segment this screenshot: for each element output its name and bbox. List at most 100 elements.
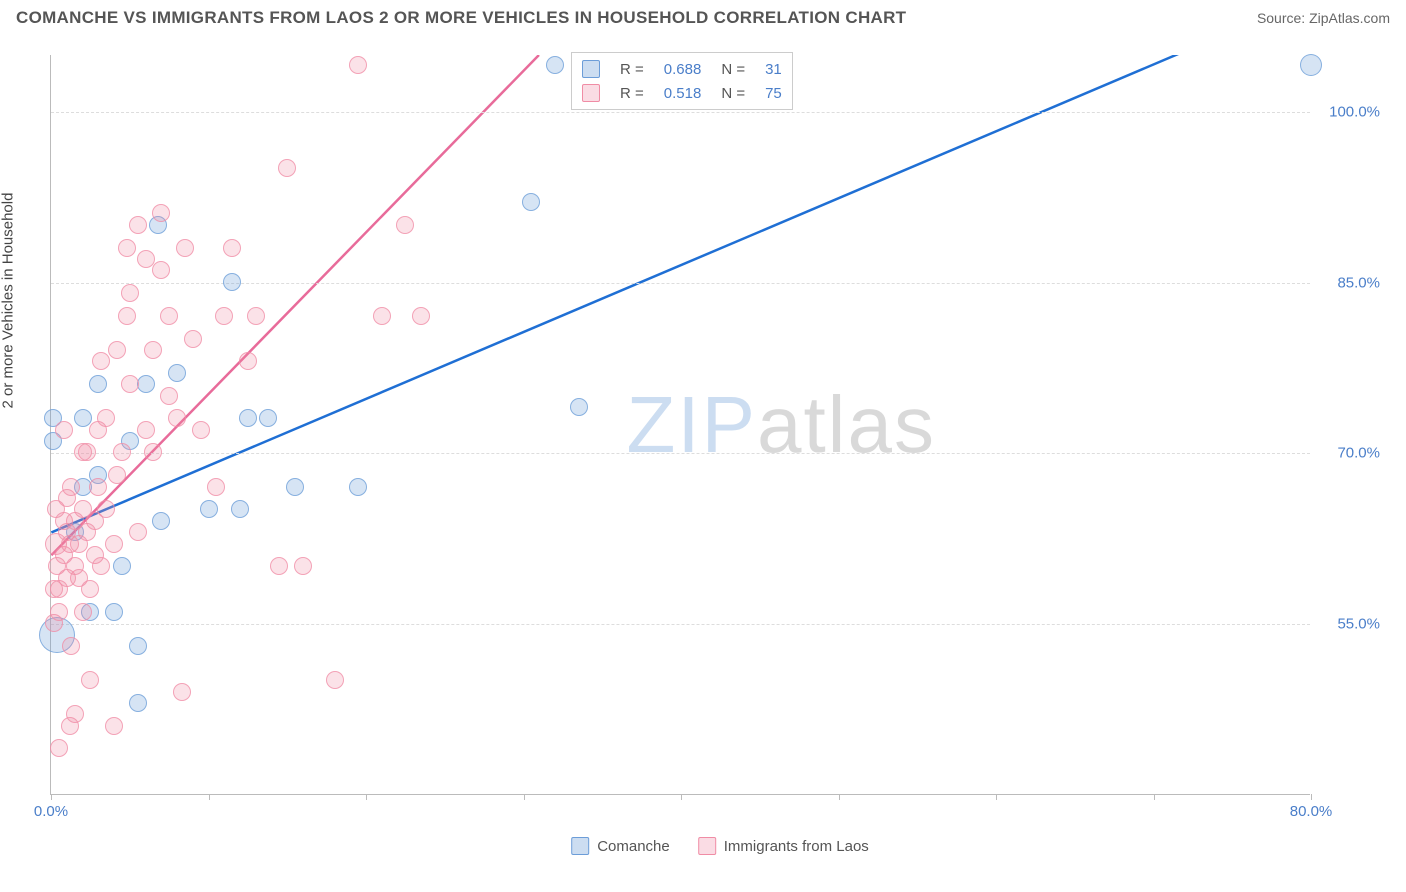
scatter-point [223, 239, 241, 257]
scatter-point [152, 204, 170, 222]
scatter-point [176, 239, 194, 257]
scatter-point [152, 261, 170, 279]
source-label: Source: [1257, 10, 1305, 26]
scatter-point [522, 193, 540, 211]
x-tick [996, 794, 997, 800]
scatter-point [97, 500, 115, 518]
scatter-point [396, 216, 414, 234]
legend-item: Comanche [571, 837, 670, 855]
scatter-point [89, 478, 107, 496]
y-tick-label: 55.0% [1320, 616, 1380, 633]
stats-legend-table: R =0.688N =31R =0.518N =75 [572, 57, 792, 105]
scatter-point [78, 443, 96, 461]
legend-swatch [582, 84, 600, 102]
scatter-point [137, 421, 155, 439]
scatter-point [184, 330, 202, 348]
n-label: N = [711, 81, 755, 105]
scatter-point [129, 523, 147, 541]
trendlines-svg [51, 55, 1310, 794]
legend-swatch [698, 837, 716, 855]
source-attribution: Source: ZipAtlas.com [1257, 10, 1390, 26]
n-value: 75 [755, 81, 792, 105]
scatter-point [546, 56, 564, 74]
scatter-point [108, 341, 126, 359]
scatter-point [105, 535, 123, 553]
scatter-point [168, 364, 186, 382]
scatter-point [62, 478, 80, 496]
stats-legend-row: R =0.688N =31 [572, 57, 792, 81]
scatter-point [168, 409, 186, 427]
scatter-point [74, 409, 92, 427]
scatter-point [129, 216, 147, 234]
scatter-point [97, 409, 115, 427]
scatter-point [92, 557, 110, 575]
scatter-point [278, 159, 296, 177]
scatter-point [215, 307, 233, 325]
scatter-point [247, 307, 265, 325]
scatter-point [113, 557, 131, 575]
scatter-point [62, 637, 80, 655]
source-value: ZipAtlas.com [1309, 10, 1390, 26]
scatter-point [74, 603, 92, 621]
scatter-point [259, 409, 277, 427]
scatter-point [349, 478, 367, 496]
scatter-point [160, 387, 178, 405]
x-tick [1311, 794, 1312, 800]
x-tick [524, 794, 525, 800]
scatter-point [173, 683, 191, 701]
scatter-point [294, 557, 312, 575]
scatter-point [121, 375, 139, 393]
legend-item: Immigrants from Laos [698, 837, 869, 855]
scatter-point [50, 603, 68, 621]
scatter-point [286, 478, 304, 496]
scatter-point [105, 603, 123, 621]
x-tick-label: 80.0% [1290, 803, 1333, 820]
scatter-point [1300, 54, 1322, 76]
scatter-point [231, 500, 249, 518]
x-tick [1154, 794, 1155, 800]
y-tick-label: 85.0% [1320, 274, 1380, 291]
x-tick [51, 794, 52, 800]
scatter-point [92, 352, 110, 370]
watermark: ZIPatlas [627, 379, 936, 471]
scatter-point [270, 557, 288, 575]
scatter-point [89, 375, 107, 393]
scatter-point [108, 466, 126, 484]
scatter-point [570, 398, 588, 416]
y-axis-label: 2 or more Vehicles in Household [0, 193, 17, 409]
series-legend: Comanche Immigrants from Laos [571, 837, 869, 855]
scatter-point [113, 443, 131, 461]
scatter-point [349, 56, 367, 74]
scatter-point [129, 637, 147, 655]
scatter-point [81, 671, 99, 689]
watermark-atlas: atlas [757, 380, 936, 469]
legend-swatch [582, 60, 600, 78]
scatter-point [121, 284, 139, 302]
gridline [51, 453, 1310, 454]
r-value: 0.688 [654, 57, 712, 81]
x-tick [209, 794, 210, 800]
scatter-point [160, 307, 178, 325]
scatter-point [55, 421, 73, 439]
gridline [51, 624, 1310, 625]
scatter-point [373, 307, 391, 325]
scatter-point [412, 307, 430, 325]
plot-area: ZIPatlas R =0.688N =31R =0.518N =75 55.0… [50, 55, 1310, 795]
scatter-point [118, 307, 136, 325]
scatter-point [192, 421, 210, 439]
r-label: R = [610, 81, 654, 105]
scatter-point [207, 478, 225, 496]
watermark-zip: ZIP [627, 380, 757, 469]
x-tick [681, 794, 682, 800]
gridline [51, 112, 1310, 113]
scatter-point [137, 375, 155, 393]
x-tick [839, 794, 840, 800]
stats-legend-row: R =0.518N =75 [572, 81, 792, 105]
scatter-point [105, 717, 123, 735]
scatter-point [152, 512, 170, 530]
scatter-point [50, 739, 68, 757]
scatter-point [137, 250, 155, 268]
chart-title: COMANCHE VS IMMIGRANTS FROM LAOS 2 OR MO… [16, 8, 906, 28]
scatter-point [239, 352, 257, 370]
scatter-point [118, 239, 136, 257]
